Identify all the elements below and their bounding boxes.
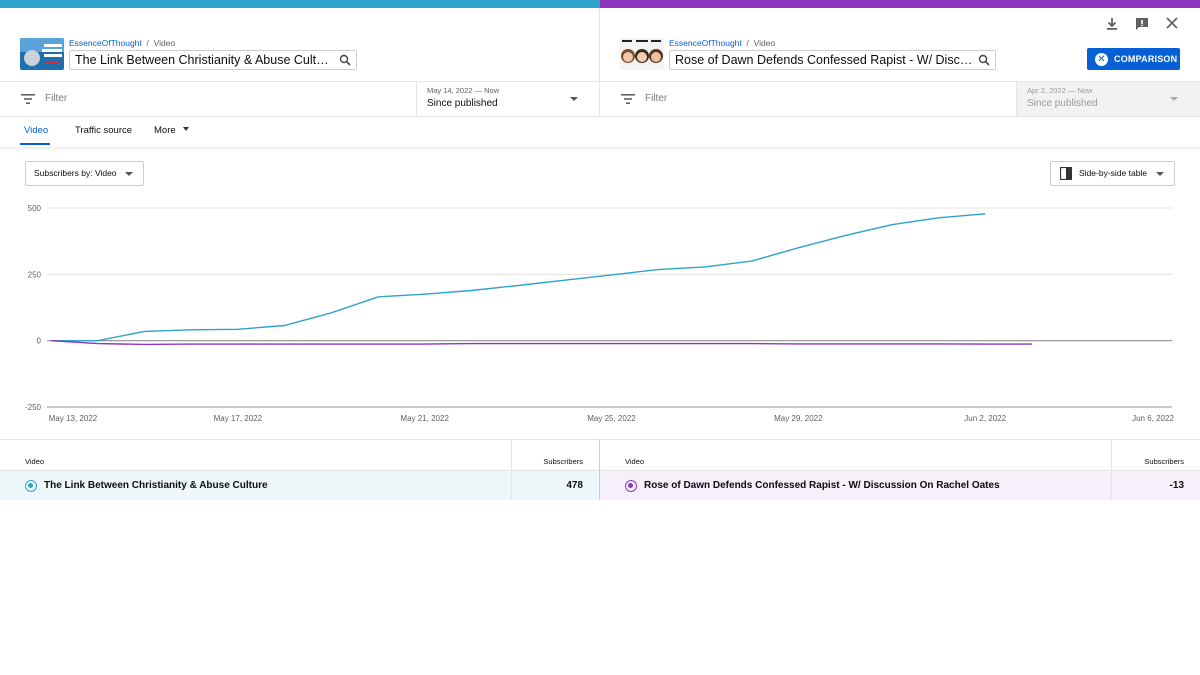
y-tick-label: 0 [37,337,42,346]
subscribers-cell: 478 [511,471,599,500]
chevron-down-icon [570,97,578,101]
comparison-label: COMPARISON [1114,54,1178,64]
row-subscribers-value: -13 [1169,480,1184,491]
tab-video[interactable]: Video [24,125,49,136]
x-tick-label: May 13, 2022 [49,414,98,423]
x-tick-label: May 29, 2022 [774,414,823,423]
close-icon[interactable] [1166,17,1178,29]
series-radio-left[interactable] [25,480,37,492]
tab-bar: Video Traffic source More [0,117,1200,147]
right-crumb-type: Video [753,38,776,48]
subscribers-column: Subscribers [1111,440,1200,470]
x-tick-label: May 25, 2022 [587,414,636,423]
right-video-thumbnail[interactable] [620,38,664,70]
series-line-2 [50,340,1032,346]
right-filter-input[interactable]: Filter [645,93,668,104]
series-line-1 [51,213,986,342]
right-accent-bar [600,0,1200,8]
right-results-table: Video Subscribers Rose of Dawn Defends C… [600,439,1200,500]
left-filter-row: Filter May 14, 2022 — Now Since publishe… [0,81,600,117]
left-date-select: Since published [427,98,498,109]
active-tab-indicator [20,143,50,145]
right-date-select: Since published [1027,98,1098,109]
left-date-picker[interactable]: May 14, 2022 — Now Since published [416,82,600,116]
table-row[interactable]: The Link Between Christianity & Abuse Cu… [0,471,599,500]
tab-traffic-source[interactable]: Traffic source [75,125,133,136]
row-video-title: Rose of Dawn Defends Confessed Rapist - … [644,480,1000,491]
left-filter-input[interactable]: Filter [45,93,68,104]
chevron-down-icon [125,172,133,176]
metric-dropdown-label: Subscribers by: Video [34,168,117,178]
download-icon[interactable] [1105,17,1119,31]
series-radio-right[interactable] [625,480,637,492]
left-crumb-type: Video [153,38,176,48]
column-header-subscribers[interactable]: Subscribers [1144,457,1184,466]
x-tick-label: Jun 6, 2022 [1132,414,1174,423]
filter-icon[interactable] [21,93,35,105]
x-tick-label: Jun 2, 2022 [964,414,1006,423]
view-dropdown[interactable]: Side-by-side table [1050,161,1175,186]
table-header: Video Subscribers [0,440,599,471]
subscribers-column: Subscribers [511,440,599,470]
side-by-side-icon [1060,167,1072,180]
right-channel-link[interactable]: EssenceOfThought [669,38,742,48]
left-results-table: Video Subscribers The Link Between Chris… [0,439,600,500]
row-subscribers-value: 478 [566,480,583,491]
tab-more-label: More [154,125,176,136]
left-video-header: EssenceOfThought / Video The Link Betwee… [0,8,600,81]
left-breadcrumb: EssenceOfThought / Video [69,38,175,48]
chevron-down-icon [1156,172,1164,176]
filter-icon[interactable] [621,93,635,105]
column-header-video[interactable]: Video [25,457,45,466]
breadcrumb-separator: / [746,38,749,48]
feedback-icon[interactable] [1135,17,1149,31]
subscribers-line-chart: 500 250 0 -250 May 13, 2022 May 17, 2022 May 2… [25,204,1174,423]
right-video-title: Rose of Dawn Defends Confessed Rapist - … [675,53,996,67]
search-icon[interactable] [339,54,351,66]
y-tick-label: 250 [28,270,42,279]
right-date-picker: Apr 2, 2022 — Now Since published [1016,82,1200,116]
close-circle-icon: ✕ [1095,52,1108,66]
right-filter-row: Filter Apr 2, 2022 — Now Since published [600,81,1200,117]
column-header-video[interactable]: Video [625,457,645,466]
right-date-range: Apr 2, 2022 — Now [1027,86,1093,95]
y-tick-label: -250 [25,403,42,412]
chevron-down-icon [1170,97,1178,101]
breadcrumb-separator: / [146,38,149,48]
subscribers-cell: -13 [1111,471,1200,500]
left-accent-bar [0,0,600,8]
table-header: Video Subscribers [600,440,1200,471]
tab-more[interactable]: More [154,125,190,136]
row-video-title: The Link Between Christianity & Abuse Cu… [44,480,268,491]
left-date-range: May 14, 2022 — Now [427,86,500,95]
left-video-thumbnail[interactable] [20,38,64,70]
left-video-title: The Link Between Christianity & Abuse Cu… [75,53,335,67]
x-tick-label: May 17, 2022 [214,414,263,423]
left-video-selector[interactable]: The Link Between Christianity & Abuse Cu… [69,50,357,70]
right-video-selector[interactable]: Rose of Dawn Defends Confessed Rapist - … [669,50,996,70]
search-icon[interactable] [978,54,990,66]
y-tick-label: 500 [28,204,42,213]
x-tick-label: May 21, 2022 [400,414,449,423]
table-row[interactable]: Rose of Dawn Defends Confessed Rapist - … [600,471,1200,500]
view-dropdown-label: Side-by-side table [1079,168,1148,178]
chevron-down-icon [183,127,190,131]
comparison-button[interactable]: ✕ COMPARISON [1087,48,1180,70]
column-header-subscribers[interactable]: Subscribers [543,457,583,466]
left-channel-link[interactable]: EssenceOfThought [69,38,142,48]
right-breadcrumb: EssenceOfThought / Video [669,38,775,48]
metric-dropdown[interactable]: Subscribers by: Video [25,161,144,186]
right-video-header: EssenceOfThought / Video Rose of Dawn De… [600,8,1200,81]
